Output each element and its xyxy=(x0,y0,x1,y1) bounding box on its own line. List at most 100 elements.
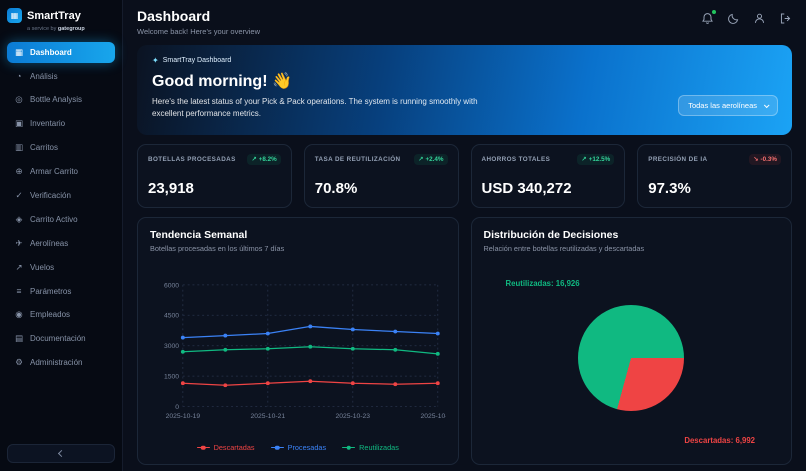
logo-subtitle: a service by gategroup xyxy=(27,26,115,32)
pie-label-descartadas: Descartadas: 6,992 xyxy=(684,436,755,445)
hero-banner: ✦ SmartTray Dashboard Good morning! 👋 He… xyxy=(137,45,792,135)
stat-delta-badge: ↗ +12.5% xyxy=(577,154,615,165)
smarttray-logo-icon: ▦ xyxy=(7,8,22,23)
logout-button[interactable] xyxy=(779,12,792,25)
logo: ▦ SmartTray xyxy=(7,8,115,23)
svg-text:1500: 1500 xyxy=(164,374,179,381)
flights-icon: ↗ xyxy=(15,262,23,272)
active-cart-icon: ◈ xyxy=(15,214,23,224)
sidebar-item-administracion[interactable]: ⚙ Administración xyxy=(7,352,115,373)
stat-delta: +8.2% xyxy=(258,156,277,163)
stat-card-ahorros-totales: AHORROS TOTALES ↗ +12.5% USD 340,272 xyxy=(470,144,626,208)
decision-pie-chart: Reutilizadas: 16,926 Descartadas: 6,992 xyxy=(484,253,780,453)
cart-icon: ▥ xyxy=(14,142,24,152)
sidebar-item-label: Aerolíneas xyxy=(30,239,69,248)
sidebar-item-carritos[interactable]: ▥ Carritos xyxy=(7,137,115,158)
sidebar-item-aerolineas[interactable]: ✈ Aerolíneas xyxy=(7,233,115,254)
pie-graphic xyxy=(578,305,685,411)
stat-value: 23,918 xyxy=(148,180,194,197)
logo-brand: gategroup xyxy=(57,26,85,32)
sidebar-item-vuelos[interactable]: ↗ Vuelos xyxy=(7,257,115,278)
sidebar-collapse-button[interactable] xyxy=(7,444,115,463)
stat-label: BOTELLAS PROCESADAS xyxy=(148,156,236,163)
stat-value: USD 340,272 xyxy=(481,180,572,197)
topbar-actions xyxy=(701,10,792,25)
moon-icon xyxy=(728,13,739,24)
chevron-down-icon xyxy=(763,101,770,108)
svg-text:3000: 3000 xyxy=(164,343,179,350)
sidebar-item-label: Empleados xyxy=(30,310,71,319)
greeting-title: Good morning! 👋 xyxy=(152,73,292,90)
stat-delta: +2.4% xyxy=(425,156,444,163)
hero-badge-label: SmartTray Dashboard xyxy=(162,57,232,64)
legend-item-descartadas[interactable]: Descartadas xyxy=(196,443,255,452)
sidebar-item-documentacion[interactable]: ▤ Documentación xyxy=(7,328,115,349)
greeting-description: Here's the latest status of your Pick & … xyxy=(152,97,478,118)
stat-value: 97.3% xyxy=(648,180,691,197)
stat-delta-badge: ↗ +8.2% xyxy=(247,154,281,165)
sidebar-item-bottle-analysis[interactable]: ◎ Bottle Analysis xyxy=(7,89,115,110)
stat-delta-badge: ↘ -0.3% xyxy=(749,154,781,165)
legend-label: Reutilizadas xyxy=(359,443,399,452)
chart-subtitle: Relación entre botellas reutilizadas y d… xyxy=(483,244,645,253)
page-title: Dashboard xyxy=(137,8,211,24)
sidebar-item-label: Parámetros xyxy=(30,286,72,296)
trend-up-icon: ↗ xyxy=(418,156,424,163)
main-content: Dashboard Welcome back! Here's your over… xyxy=(123,0,806,471)
legend-dot-icon xyxy=(346,445,351,450)
stat-delta: +12.5% xyxy=(588,156,611,163)
legend-item-reutilizadas[interactable]: Reutilizadas xyxy=(342,443,399,452)
legend-line-icon xyxy=(270,445,284,450)
bottle-icon: ◎ xyxy=(15,94,23,104)
user-icon xyxy=(754,13,765,23)
stat-label: TASA DE REUTILIZACIÓN xyxy=(314,156,401,163)
chart-title: Distribución de Decisiones xyxy=(483,229,619,241)
stat-value: 70.8% xyxy=(314,180,358,197)
sidebar-item-label: Carrito Activo xyxy=(30,215,78,224)
legend-item-procesadas[interactable]: Procesadas xyxy=(270,443,327,452)
svg-text:0: 0 xyxy=(175,404,179,411)
legend-label: Procesadas xyxy=(287,443,327,452)
chart-legend: Descartadas Procesadas Reutilizadas xyxy=(150,440,446,453)
decision-distribution-card: Distribución de Decisiones Relación entr… xyxy=(470,217,792,465)
svg-text:2025-10-21: 2025-10-21 xyxy=(251,413,286,420)
stat-card-tasa-reutilizacion: TASA DE REUTILIZACIÓN ↗ +2.4% 70.8% xyxy=(303,144,459,208)
stat-delta: -0.3% xyxy=(760,156,777,163)
topbar: Dashboard Welcome back! Here's your over… xyxy=(137,8,792,36)
sidebar-item-label: Vuelos xyxy=(30,263,55,272)
legend-line-icon xyxy=(196,445,210,450)
sidebar-item-label: Verificación xyxy=(30,191,71,200)
dashboard-icon: ▦ xyxy=(14,47,24,57)
weekly-trend-card: Tendencia Semanal Botellas procesadas en… xyxy=(137,217,459,465)
notifications-button[interactable] xyxy=(701,10,716,25)
employees-icon: ◉ xyxy=(15,309,23,319)
svg-text:6000: 6000 xyxy=(164,282,179,289)
sidebar-item-analisis[interactable]: ◔ Análisis xyxy=(7,66,115,86)
sidebar-item-verificacion[interactable]: ✓ Verificación xyxy=(7,185,115,206)
sidebar-item-label: Administración xyxy=(30,358,83,367)
sidebar-item-label: Análisis xyxy=(30,71,58,81)
profile-button[interactable] xyxy=(753,12,766,25)
sidebar-item-armar-carrito[interactable]: ⊕ Armar Carrito xyxy=(7,161,115,182)
sidebar-item-parametros[interactable]: ≡ Parámetros xyxy=(7,281,115,301)
sidebar-item-inventario[interactable]: ▣ Inventario xyxy=(7,113,115,134)
build-cart-icon: ⊕ xyxy=(15,166,23,176)
sidebar-item-dashboard[interactable]: ▦ Dashboard xyxy=(7,42,115,63)
chevron-left-icon xyxy=(57,449,65,458)
charts-row: Tendencia Semanal Botellas procesadas en… xyxy=(137,217,792,465)
sidebar-item-label: Documentación xyxy=(30,334,86,343)
sidebar: ▦ SmartTray a service by gategroup ▦ Das… xyxy=(0,0,123,471)
sidebar-item-carrito-activo[interactable]: ◈ Carrito Activo xyxy=(7,209,115,230)
inventory-icon: ▣ xyxy=(14,118,24,128)
airline-filter-dropdown[interactable]: Todas las aerolíneas xyxy=(678,95,778,116)
theme-toggle-button[interactable] xyxy=(727,12,740,25)
pie-label-reutilizadas: Reutilizadas: 16,926 xyxy=(505,279,580,288)
logout-icon xyxy=(780,13,791,24)
documentation-icon: ▤ xyxy=(14,333,24,343)
sidebar-item-empleados[interactable]: ◉ Empleados xyxy=(7,304,115,325)
trend-down-icon: ↘ xyxy=(753,156,759,163)
admin-gear-icon: ⚙ xyxy=(15,357,23,367)
svg-text:4500: 4500 xyxy=(164,313,179,320)
analytics-icon: ◔ xyxy=(16,71,22,81)
